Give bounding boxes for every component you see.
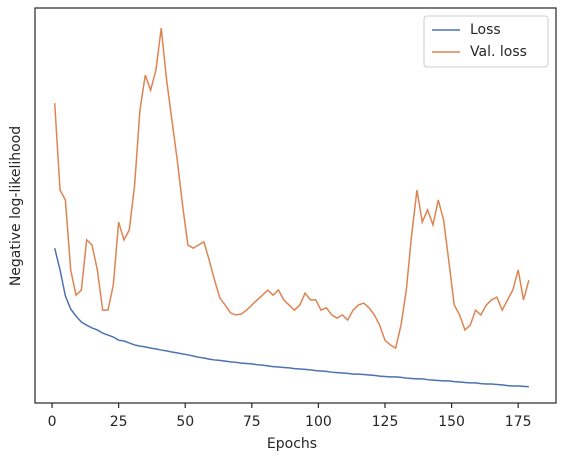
x-tick-label: 175 xyxy=(505,414,532,430)
x-tick-label: 125 xyxy=(372,414,399,430)
x-tick-label: 0 xyxy=(48,414,57,430)
plot-frame xyxy=(34,7,557,404)
legend-label: Loss xyxy=(470,22,501,38)
x-tick-label: 150 xyxy=(438,414,465,430)
x-axis-label: Epochs xyxy=(267,436,317,452)
data-line xyxy=(53,28,530,350)
x-tick-label: 100 xyxy=(305,414,332,430)
data-line xyxy=(53,247,529,388)
y-axis-label: Negative log-likelihood xyxy=(8,126,24,286)
x-tick-label: 75 xyxy=(243,414,261,430)
x-tick-label: 25 xyxy=(110,414,128,430)
x-tick-label: 50 xyxy=(176,414,194,430)
legend-label: Val. loss xyxy=(470,44,527,60)
legend-box xyxy=(423,15,549,68)
